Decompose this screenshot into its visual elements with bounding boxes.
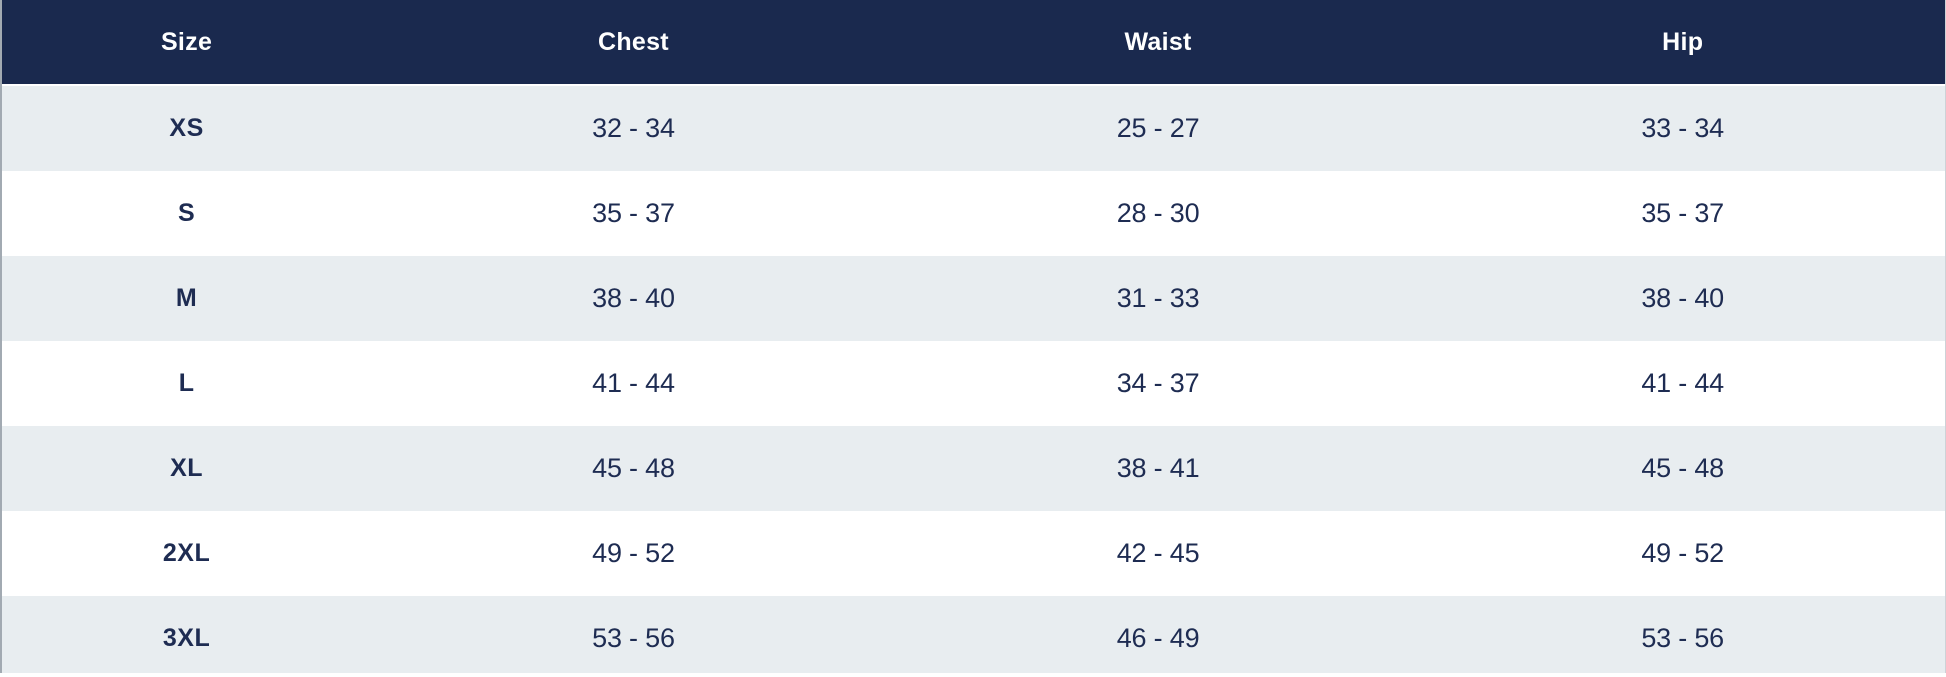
size-chart-body: XS 32 - 34 25 - 27 33 - 34 S 35 - 37 28 - 30 35… (2, 85, 1945, 673)
measurement-cell: 45 - 48 (1641, 453, 1725, 483)
measurement-cell: 53 - 56 (592, 623, 675, 653)
size-label-cell: XS (169, 114, 204, 142)
table-row: XL 45 - 48 38 - 41 45 - 48 (2, 426, 1945, 511)
size-chart-header: Size Chest Waist Hip (2, 0, 1945, 86)
table-row: S 35 - 37 28 - 30 35 - 37 (2, 171, 1945, 256)
size-label-cell: L (178, 369, 195, 397)
size-label-cell: XL (170, 454, 204, 482)
table-row: 2XL 49 - 52 42 - 45 49 - 52 (2, 511, 1945, 596)
table-row: XS 32 - 34 25 - 27 33 - 34 (2, 85, 1945, 171)
column-header-size: Size (2, 0, 372, 86)
column-header-waist: Waist (895, 0, 1421, 86)
measurement-cell: 49 - 52 (1641, 538, 1725, 568)
measurement-cell: 38 - 40 (1641, 283, 1725, 313)
measurement-cell: 32 - 34 (592, 113, 675, 143)
measurement-cell: 25 - 27 (1116, 113, 1200, 143)
measurement-cell: 53 - 56 (1641, 623, 1725, 653)
measurement-cell: 33 - 34 (1641, 113, 1725, 143)
table-row: L 41 - 44 34 - 37 41 - 44 (2, 341, 1945, 426)
header-row: Size Chest Waist Hip (2, 0, 1945, 86)
measurement-cell: 42 - 45 (1116, 538, 1200, 568)
size-label-cell: 3XL (162, 624, 211, 652)
measurement-cell: 45 - 48 (592, 453, 675, 483)
size-label-cell: S (177, 199, 196, 227)
size-label-cell: M (175, 284, 198, 312)
measurement-cell: 34 - 37 (1116, 368, 1200, 398)
measurement-cell: 38 - 41 (1116, 453, 1200, 483)
measurement-cell: 35 - 37 (592, 198, 675, 228)
column-header-chest: Chest (371, 0, 896, 86)
measurement-cell: 35 - 37 (1641, 198, 1725, 228)
size-label-cell: 2XL (162, 539, 211, 567)
column-header-hip: Hip (1420, 0, 1945, 86)
measurement-cell: 31 - 33 (1116, 283, 1200, 313)
measurement-cell: 38 - 40 (592, 283, 675, 313)
measurement-cell: 41 - 44 (592, 368, 675, 398)
table-row: M 38 - 40 31 - 33 38 - 40 (2, 256, 1945, 341)
table-row: 3XL 53 - 56 46 - 49 53 - 56 (2, 596, 1945, 673)
measurement-cell: 28 - 30 (1116, 198, 1200, 228)
measurement-cell: 41 - 44 (1641, 368, 1725, 398)
measurement-cell: 46 - 49 (1116, 623, 1200, 653)
measurement-cell: 49 - 52 (592, 538, 675, 568)
